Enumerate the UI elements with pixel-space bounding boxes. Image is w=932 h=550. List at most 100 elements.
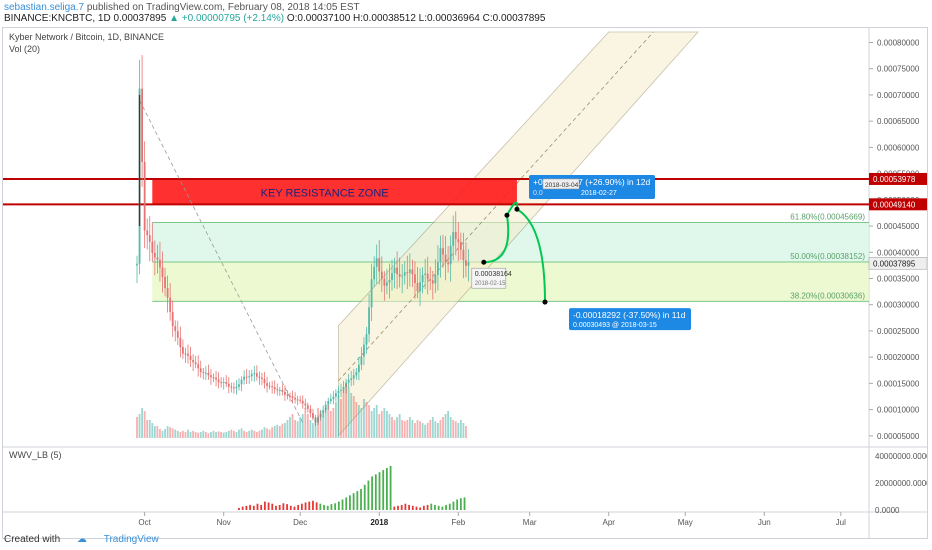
candle-body	[204, 372, 207, 374]
x-tick-label: 2018	[370, 518, 388, 527]
tradingview-logo-icon[interactable]: ☁	[76, 534, 87, 545]
wwv-bar	[434, 504, 436, 510]
y-tick-label: 0.00005000	[877, 432, 920, 441]
volume-bar	[337, 396, 340, 438]
candle-body	[434, 275, 437, 284]
volume-bar	[166, 426, 169, 438]
volume-bar	[143, 411, 146, 438]
candle-body	[396, 267, 398, 275]
volume-bar	[454, 421, 457, 438]
candle-body	[210, 375, 212, 378]
volume-bar	[378, 414, 381, 438]
candle-body	[258, 376, 261, 378]
current-price-label: 0.00037895	[873, 259, 916, 268]
volume-bar	[294, 420, 296, 438]
resistance-zone-label: KEY RESISTANCE ZONE	[261, 188, 389, 200]
downtrend-line	[139, 99, 304, 423]
candle-body	[156, 257, 159, 260]
chart-frame[interactable]: Kyber Network / Bitcoin, 1D, BINANCE Vol…	[2, 27, 928, 539]
candle-body	[215, 377, 217, 380]
author-link[interactable]: sebastian.seliga.7	[4, 2, 85, 13]
volume-bar	[286, 420, 289, 438]
resistance-bottom-axis-label: 0.00049140	[873, 200, 916, 209]
candle-body	[322, 409, 325, 414]
candle-body	[403, 272, 406, 276]
candle-body	[393, 267, 396, 274]
candle-body	[314, 418, 317, 423]
candle-body	[317, 417, 319, 423]
volume-bar	[396, 417, 398, 438]
volume-bar	[317, 408, 319, 438]
volume-bar	[220, 432, 223, 438]
candle-body	[174, 326, 177, 332]
candle-body	[319, 413, 322, 418]
tradingview-brand[interactable]: TradingView	[103, 534, 159, 545]
candle-body	[266, 383, 268, 386]
volume-bar	[151, 423, 154, 438]
volume-bar	[429, 420, 432, 438]
candle-body	[291, 396, 294, 398]
candle-body	[212, 377, 215, 379]
candle-body	[421, 274, 424, 283]
volume-bar	[212, 430, 215, 438]
fib-label: 61.80%(0.00045669)	[790, 213, 865, 222]
volume-bar	[248, 430, 251, 438]
x-tick-label: Dec	[293, 518, 307, 527]
wwv-bar	[437, 505, 440, 510]
candle-body	[253, 373, 256, 375]
volume-bar	[434, 421, 437, 438]
wwv-bar	[341, 499, 344, 510]
candle-body	[424, 273, 427, 275]
candle-body	[296, 399, 299, 401]
wwv-bar	[456, 499, 459, 510]
wwv-bar	[245, 505, 248, 510]
volume-bar	[284, 423, 286, 438]
created-with: Created with	[4, 534, 61, 545]
volume-bar	[253, 430, 256, 438]
y-tick-label: 0.00080000	[877, 38, 920, 47]
candle-body	[419, 282, 421, 291]
volume-bar	[225, 432, 228, 438]
candle-body	[306, 405, 309, 409]
candle-body	[166, 287, 169, 298]
projection-date-box	[542, 178, 580, 190]
y-tick-label: 0.00040000	[877, 248, 920, 257]
y-tick-label: 0.00020000	[877, 353, 920, 362]
volume-bar	[304, 408, 307, 438]
ohlc-values: O:0.00037100 H:0.00038512 L:0.00036964 C…	[286, 13, 546, 24]
vol-label: Vol (20)	[9, 44, 40, 54]
candle-body	[365, 334, 368, 345]
candle-body	[171, 311, 174, 327]
volume-bar	[233, 430, 235, 438]
volume-bar	[350, 393, 353, 438]
volume-bar	[401, 420, 404, 438]
wwv-bar	[334, 503, 337, 510]
volume-bar	[141, 408, 143, 438]
candle-body	[176, 331, 179, 338]
volume-bar	[352, 396, 355, 438]
volume-bar	[457, 423, 460, 438]
wwv-bar	[260, 504, 263, 510]
volume-bar	[153, 426, 156, 438]
candle-body	[452, 231, 455, 246]
x-tick-label: Apr	[603, 518, 616, 527]
volume-bar	[398, 414, 401, 438]
wwv-bar	[349, 495, 351, 510]
candle-body	[391, 273, 393, 280]
wwv-bar	[319, 503, 322, 510]
candle-body	[327, 401, 330, 405]
candle-body	[141, 88, 143, 162]
candle-body	[304, 403, 307, 406]
volume-bar	[296, 421, 299, 438]
wwv-bar	[238, 507, 240, 510]
candle-body	[401, 275, 404, 277]
volume-bar	[159, 429, 161, 438]
wwv-bar	[448, 503, 451, 510]
volume-bar	[240, 428, 243, 438]
volume-bar	[187, 429, 189, 438]
volume-bar	[197, 432, 200, 438]
wwv-bar	[263, 501, 266, 510]
volume-bar	[273, 426, 276, 438]
volume-bar	[243, 430, 245, 438]
price-chart[interactable]: Kyber Network / Bitcoin, 1D, BINANCE Vol…	[3, 28, 927, 538]
